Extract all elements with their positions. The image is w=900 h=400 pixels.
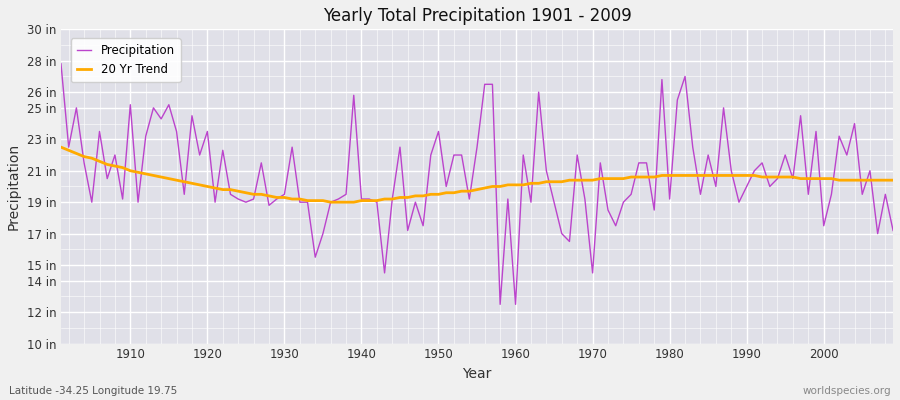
- Text: worldspecies.org: worldspecies.org: [803, 386, 891, 396]
- Line: 20 Yr Trend: 20 Yr Trend: [61, 147, 893, 202]
- Precipitation: [495, 302, 506, 307]
- 20 Yr Trend: [340, 200, 351, 204]
- Precipitation: [56, 62, 67, 66]
- Y-axis label: Precipitation: Precipitation: [7, 143, 21, 230]
- Precipitation: [887, 228, 898, 233]
- 20 Yr Trend: [610, 176, 621, 181]
- 20 Yr Trend: [56, 145, 67, 150]
- Precipitation: [287, 145, 298, 150]
- Line: Precipitation: Precipitation: [61, 64, 893, 304]
- 20 Yr Trend: [887, 178, 898, 182]
- 20 Yr Trend: [287, 197, 298, 202]
- 20 Yr Trend: [510, 182, 521, 187]
- 20 Yr Trend: [518, 182, 528, 187]
- X-axis label: Year: Year: [463, 367, 491, 381]
- Precipitation: [510, 302, 521, 307]
- Title: Yearly Total Precipitation 1901 - 2009: Yearly Total Precipitation 1901 - 2009: [322, 7, 632, 25]
- Precipitation: [610, 223, 621, 228]
- Text: Latitude -34.25 Longitude 19.75: Latitude -34.25 Longitude 19.75: [9, 386, 177, 396]
- 20 Yr Trend: [117, 165, 128, 170]
- Precipitation: [117, 197, 128, 202]
- Legend: Precipitation, 20 Yr Trend: Precipitation, 20 Yr Trend: [71, 38, 181, 82]
- Precipitation: [333, 197, 344, 202]
- Precipitation: [518, 153, 528, 158]
- 20 Yr Trend: [325, 200, 336, 204]
